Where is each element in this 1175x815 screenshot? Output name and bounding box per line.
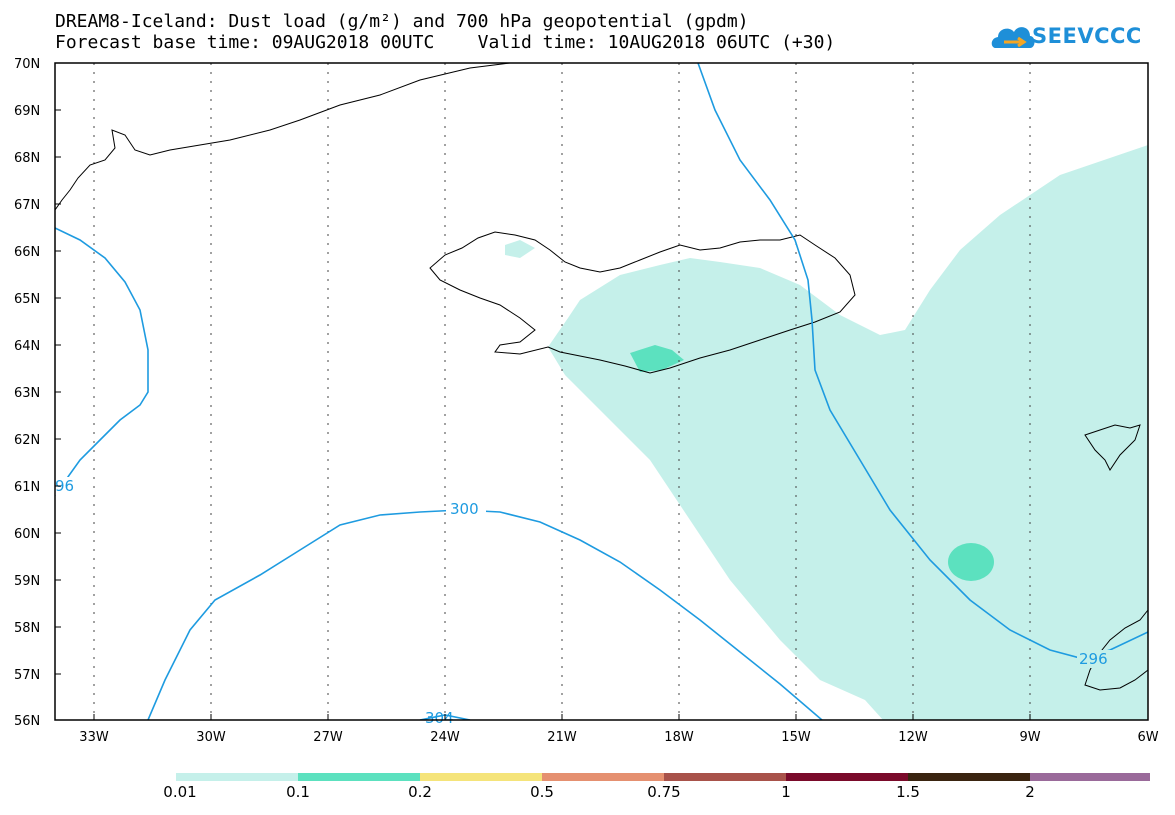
scotland-coast bbox=[1084, 609, 1148, 691]
lon-label: 21W bbox=[547, 730, 577, 745]
lat-label: 57N bbox=[14, 668, 40, 683]
lon-label: 33W bbox=[79, 730, 109, 745]
colorbar-label: 0.2 bbox=[408, 783, 432, 801]
colorbar-label: 1 bbox=[781, 783, 791, 801]
colorbar-swatch bbox=[298, 773, 420, 781]
lon-label: 6W bbox=[1137, 730, 1158, 745]
colorbar-swatch bbox=[1030, 773, 1150, 781]
colorbar-swatch bbox=[664, 773, 786, 781]
colorbar-label: 0.01 bbox=[163, 783, 197, 801]
lat-label: 64N bbox=[14, 339, 40, 354]
contour-label-304: 304 bbox=[425, 709, 454, 727]
dust-area-light-north bbox=[505, 240, 535, 258]
lat-label: 68N bbox=[14, 151, 40, 166]
colorbar-label: 2 bbox=[1025, 783, 1035, 801]
lat-label: 58N bbox=[14, 621, 40, 636]
colorbar-swatch bbox=[908, 773, 1030, 781]
lon-label: 24W bbox=[430, 730, 460, 745]
colorbar-label: 0.1 bbox=[286, 783, 310, 801]
lat-label: 67N bbox=[14, 198, 40, 213]
lat-label: 63N bbox=[14, 386, 40, 401]
colorbar-label: 1.5 bbox=[896, 783, 920, 801]
lon-label: 12W bbox=[898, 730, 928, 745]
colorbar-label: 0.5 bbox=[530, 783, 554, 801]
lat-label: 60N bbox=[14, 527, 40, 542]
dust-area-mid-1 bbox=[630, 345, 684, 372]
map-title: DREAM8-Iceland: Dust load (g/m²) and 700… bbox=[55, 11, 749, 32]
contour-296-east bbox=[697, 63, 1148, 659]
lon-label: 27W bbox=[313, 730, 343, 745]
colorbar-swatch bbox=[786, 773, 908, 781]
contour-label-96: 96 bbox=[55, 477, 74, 495]
lat-label: 61N bbox=[14, 480, 40, 495]
iceland-coast bbox=[429, 231, 856, 374]
contour-label-296: 296 bbox=[1079, 650, 1108, 668]
colorbar-swatch bbox=[176, 773, 298, 781]
lat-label: 59N bbox=[14, 574, 40, 589]
lon-label: 18W bbox=[664, 730, 694, 745]
lon-label: 9W bbox=[1019, 730, 1040, 745]
contour-296-west bbox=[55, 227, 149, 496]
lat-label: 56N bbox=[14, 714, 40, 729]
lat-label: 65N bbox=[14, 292, 40, 307]
lat-label: 70N bbox=[14, 57, 40, 72]
colorbar-swatch bbox=[542, 773, 664, 781]
greenland-coast bbox=[55, 63, 511, 211]
logo-text: SEEVCCC bbox=[1032, 24, 1142, 48]
lat-label: 66N bbox=[14, 245, 40, 260]
lon-label: 15W bbox=[781, 730, 811, 745]
faroe-coast bbox=[1084, 424, 1141, 471]
lat-label: 62N bbox=[14, 433, 40, 448]
contour-label-300: 300 bbox=[450, 500, 479, 518]
dust-area-mid-2 bbox=[948, 543, 994, 581]
lat-label: 69N bbox=[14, 104, 40, 119]
map-subtitle: Forecast base time: 09AUG2018 00UTC Vali… bbox=[55, 32, 836, 53]
colorbar-label: 0.75 bbox=[647, 783, 681, 801]
lon-label: 30W bbox=[196, 730, 226, 745]
colorbar-swatch bbox=[420, 773, 542, 781]
dust-area-light bbox=[548, 145, 1148, 720]
